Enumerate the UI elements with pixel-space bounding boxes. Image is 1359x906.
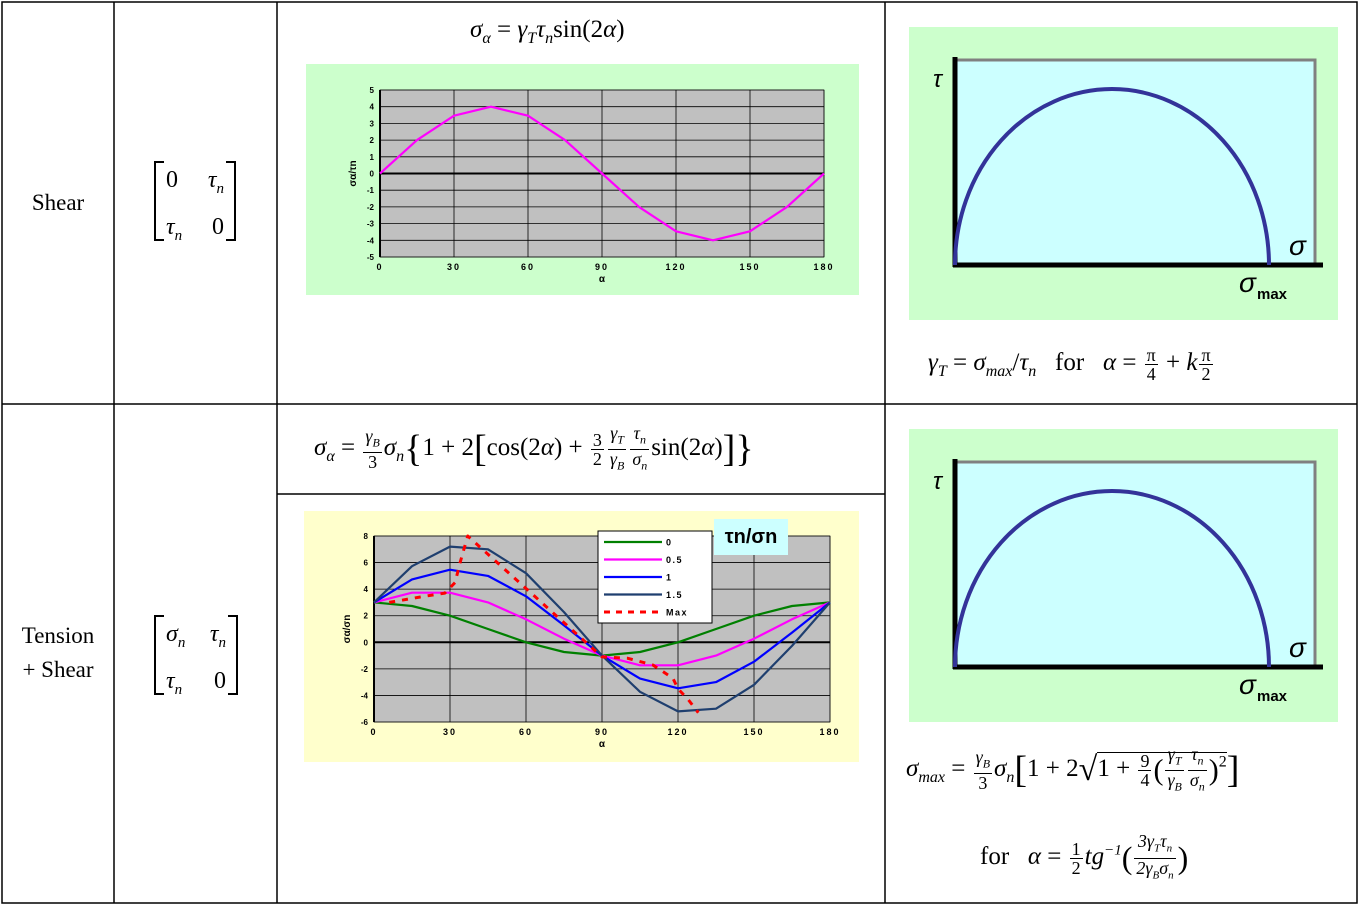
y-tick-label: 4 (364, 585, 369, 594)
matrix-cell: 0 (166, 167, 178, 193)
x-tick-label: 150 (743, 727, 764, 737)
matrix-tension-shear: σn τn τn 0 (154, 615, 238, 698)
series-line-Max (388, 534, 700, 714)
matrix-cell: 0 (214, 667, 226, 694)
sigma-max-subscript: max (1257, 286, 1288, 303)
y-tick-label: -2 (367, 203, 375, 212)
y-tick-label: 4 (370, 103, 375, 112)
x-tick-label: 90 (595, 262, 609, 272)
mohr-diagram-shear: τσσ max (909, 27, 1338, 320)
matrix-cell: σn (166, 621, 186, 651)
legend-label: 1 (666, 573, 673, 583)
y-tick-label: 3 (370, 119, 375, 128)
y-axis-label: σα/τn (348, 160, 359, 186)
mohr-arc (953, 87, 1271, 266)
y-tick-label: -2 (361, 665, 369, 674)
matrix-cell: τn (166, 213, 183, 244)
legend-title: τn/σn (725, 526, 778, 548)
x-tick-label: 150 (739, 262, 760, 272)
x-tick-label: 60 (519, 727, 533, 737)
y-tick-label: 0 (364, 638, 369, 647)
legend-title-box (714, 519, 788, 555)
matrix-cell: τn (166, 667, 183, 698)
sigma-max-label: σ (1239, 669, 1257, 700)
row-label-shear: Shear (31, 190, 85, 215)
matrix-cell: 0 (212, 213, 224, 240)
y-tick-label: -6 (361, 718, 369, 727)
y-tick-label: -4 (367, 236, 375, 245)
y-axis-label: σα/σn (342, 615, 353, 644)
tau-label: τ (933, 66, 944, 93)
x-tick-label: 60 (521, 262, 535, 272)
sigma-max-subscript: max (1257, 688, 1288, 705)
mohr-diagram-tension-shear: τσσ max (909, 429, 1338, 722)
criterion-tension-shear-line1: σmax = γB 3 σn[1 + 2√1 + 9 4(γT γB τn σn)2] (906, 744, 1240, 794)
row-label-line1: Tension (21, 623, 95, 648)
tau-label: τ (933, 468, 944, 495)
x-tick-label: 120 (665, 262, 686, 272)
legend-label: 1.5 (666, 590, 683, 600)
sigma-label: σ (1289, 632, 1307, 663)
y-tick-label: 2 (370, 136, 375, 145)
row-label-tension-shear: Tension + Shear (2, 619, 114, 687)
x-tick-label: 180 (819, 727, 840, 737)
sigma-max-label: σ (1239, 267, 1257, 298)
x-tick-label: 30 (443, 727, 457, 737)
mohr-arc (953, 489, 1271, 668)
y-tick-label: -5 (367, 253, 375, 262)
x-tick-label: 90 (595, 727, 609, 737)
y-tick-label: -3 (367, 220, 375, 229)
matrix-cell: τn (207, 167, 224, 197)
y-tick-label: 5 (370, 86, 375, 95)
x-tick-label: 0 (370, 727, 377, 737)
x-tick-label: 30 (447, 262, 461, 272)
x-tick-label: 0 (376, 262, 383, 272)
matrix-shear: 0 τn τn 0 (154, 161, 236, 244)
stress-formula-shear: σα = γTτnsin(2α) (470, 16, 625, 47)
criterion-tension-shear-line2: for α = 1 2 tg−1(3γTτn 2γBσn) (980, 831, 1189, 882)
y-tick-label: -1 (367, 186, 375, 195)
x-axis-label: α (599, 739, 606, 750)
legend-label: 0 (666, 538, 673, 548)
y-tick-label: 1 (370, 153, 375, 162)
x-axis-label: α (599, 274, 606, 285)
series-line-0 (379, 105, 825, 242)
row-label-line2: + Shear (22, 657, 94, 682)
legend-label: 0.5 (666, 555, 683, 565)
matrix-cell: τn (209, 621, 226, 651)
mohr-plot-area (953, 460, 1317, 669)
y-tick-label: 0 (370, 170, 375, 179)
y-tick-label: 8 (364, 532, 369, 541)
x-tick-label: 180 (813, 262, 834, 272)
stress-formula-tension-shear: σα = γB 3 σn{1 + 2[cos(2α) + 3 2 γT γB τn σn sin… (314, 423, 754, 473)
x-tick-label: 120 (667, 727, 688, 737)
legend-label: Max (666, 608, 688, 618)
y-tick-label: -4 (361, 691, 369, 700)
y-tick-label: 6 (364, 559, 369, 568)
y-tick-label: 2 (364, 612, 369, 621)
sigma-label: σ (1289, 230, 1307, 261)
